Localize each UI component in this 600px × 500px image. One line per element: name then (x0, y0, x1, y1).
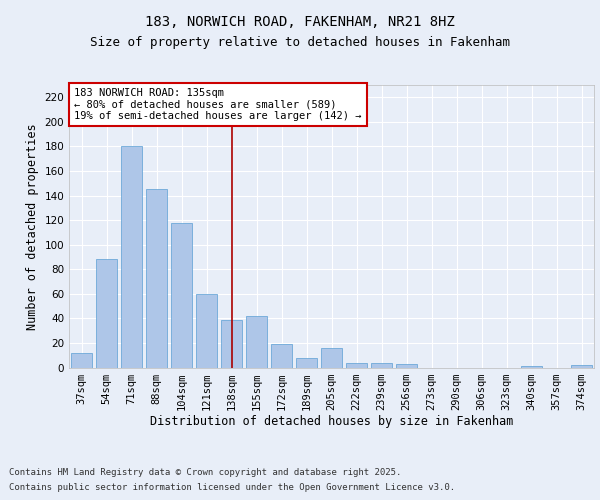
Bar (296, 358, 317, 368)
Text: Size of property relative to detached houses in Fakenham: Size of property relative to detached ho… (90, 36, 510, 49)
Bar (246, 316, 267, 368)
Bar (396, 364, 417, 368)
Text: Contains public sector information licensed under the Open Government Licence v3: Contains public sector information licen… (9, 483, 455, 492)
Bar (96, 260, 117, 368)
Y-axis label: Number of detached properties: Number of detached properties (26, 123, 39, 330)
Bar (146, 190, 167, 368)
Bar (346, 362, 367, 368)
Bar (371, 362, 392, 368)
Bar (321, 348, 342, 368)
Bar (571, 365, 592, 368)
X-axis label: Distribution of detached houses by size in Fakenham: Distribution of detached houses by size … (150, 416, 513, 428)
Bar (121, 146, 142, 368)
Bar (221, 320, 242, 368)
Bar (171, 222, 192, 368)
Text: Contains HM Land Registry data © Crown copyright and database right 2025.: Contains HM Land Registry data © Crown c… (9, 468, 401, 477)
Bar (71, 353, 92, 368)
Bar (271, 344, 292, 368)
Bar (521, 366, 542, 368)
Text: 183 NORWICH ROAD: 135sqm
← 80% of detached houses are smaller (589)
19% of semi-: 183 NORWICH ROAD: 135sqm ← 80% of detach… (74, 88, 362, 121)
Text: 183, NORWICH ROAD, FAKENHAM, NR21 8HZ: 183, NORWICH ROAD, FAKENHAM, NR21 8HZ (145, 16, 455, 30)
Bar (196, 294, 217, 368)
